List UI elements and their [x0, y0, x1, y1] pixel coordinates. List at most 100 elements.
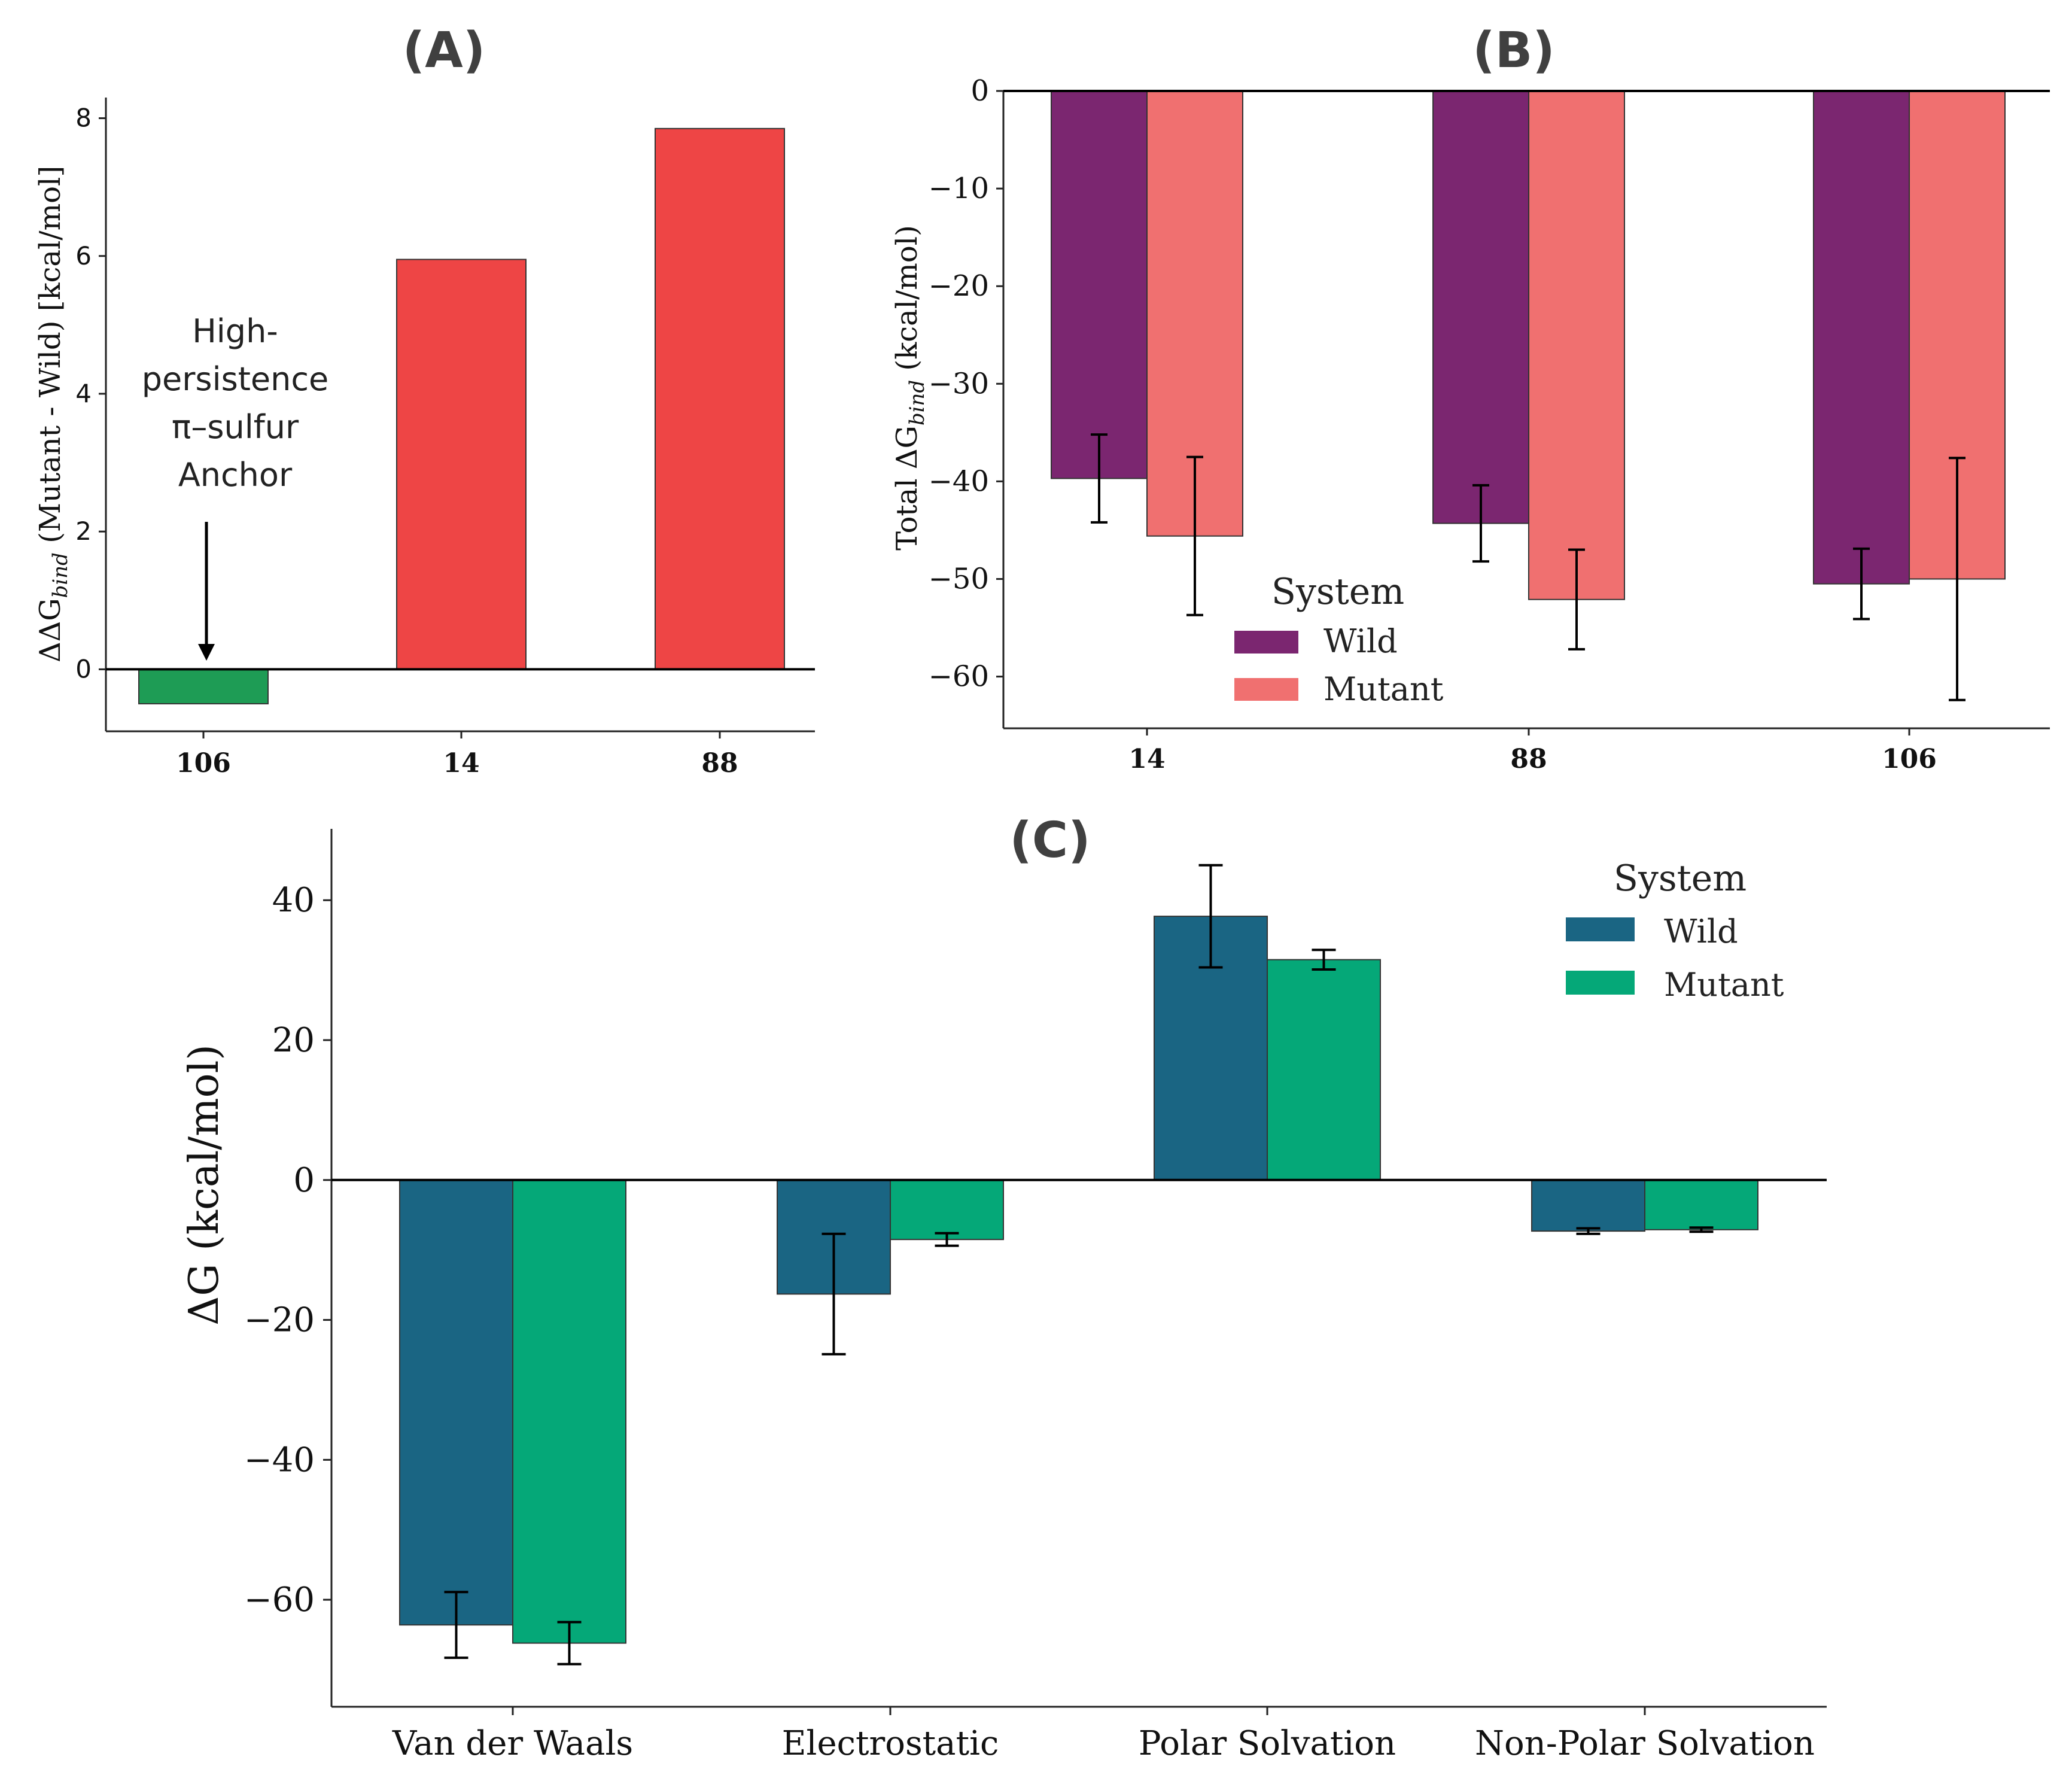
panel-b-error-bar: [1853, 547, 1870, 621]
panel-b-y-tick-label: −10: [929, 172, 989, 205]
panel-a-annotation: High- persistence π–sulfur Anchor: [142, 312, 329, 661]
panel-b-y-label-sub: bind: [905, 380, 929, 425]
panel-b-error-bar: [1568, 548, 1585, 651]
panel-a-bar-106: [138, 668, 269, 704]
panel-a-bars: [138, 127, 785, 704]
panel-c-bar-mutant-0: [512, 1179, 626, 1644]
panel-b-x-tick-label: 14: [1128, 744, 1165, 774]
panel-b-bar-wild-106: [1813, 90, 1910, 585]
panel-a-y-label-sub: bind: [48, 552, 72, 598]
panel-a-y-ticks: 0 2 4 6 8: [75, 104, 106, 683]
panel-a-title: (A): [403, 22, 485, 79]
panel-a-y-label-suffix: (Mutant - Wild) [kcal/mol]: [34, 166, 67, 552]
legend-label-wild: Wild: [1664, 913, 1738, 950]
panel-a-bar-14: [396, 259, 527, 670]
panel-c-error-bar: [1198, 864, 1223, 969]
legend-swatch-mutant: [1566, 971, 1635, 995]
panel-a-y-tick-label: 0: [75, 654, 92, 683]
panel-a-x-tick-label: 14: [443, 748, 479, 779]
panel-b-title: (B): [1472, 22, 1554, 79]
panel-c-x-tick-label: Van der Waals: [392, 1724, 633, 1763]
panel-a-y-tick-label: 2: [75, 516, 92, 546]
panel-b-x-tick-label: 106: [1882, 744, 1937, 774]
annotation-line-3: π–sulfur: [172, 408, 299, 446]
panel-b-y-label-prefix: Total ΔG: [890, 425, 924, 551]
panel-b-error-bar: [1472, 484, 1489, 563]
panel-c-error-bars: [444, 864, 1714, 1665]
panel-c-y-ticks: 40 20 0 −20 −40 −60: [244, 881, 331, 1619]
panel-c-y-tick-label: −20: [244, 1301, 315, 1340]
panel-a-y-tick-label: 4: [75, 379, 92, 408]
panel-b-error-bar: [1949, 457, 1965, 701]
panel-c-x-ticks: Van der Waals Electrostatic Polar Solvatio…: [392, 1707, 1815, 1763]
legend-label-wild: Wild: [1323, 622, 1398, 660]
panel-c-x-tick-label: Polar Solvation: [1139, 1724, 1396, 1763]
panel-a-y-label: ΔΔGbind (Mutant - Wild) [kcal/mol]: [34, 166, 72, 662]
panel-b-y-tick-label: −60: [929, 660, 989, 694]
panel-b-y-label-suffix: (kcal/mol): [890, 225, 924, 380]
panel-c-error-bar: [822, 1232, 846, 1355]
panel-c-legend: System Wild Mutant: [1566, 858, 1784, 1004]
legend-label-mutant: Mutant: [1323, 670, 1444, 708]
panel-c-y-tick-label: 0: [293, 1161, 315, 1200]
panel-c-y-tick-label: 40: [272, 881, 315, 920]
legend-swatch-mutant: [1234, 678, 1298, 701]
panel-b-error-bar: [1186, 455, 1203, 616]
panel-c: (C) 40 20 0 −20 −40 −60 Van der Waals Electros…: [181, 812, 1827, 1763]
annotation-arrow-head: [198, 644, 215, 661]
panel-b-y-ticks: 0 −10 −20 −30 −40 −50 −60: [929, 74, 1003, 694]
panel-a-x-tick-label: 88: [701, 748, 738, 779]
panel-c-bar-wild-0: [399, 1179, 513, 1626]
panel-c-error-bar: [1689, 1226, 1714, 1233]
panel-c-y-label: ΔG (kcal/mol): [181, 1044, 228, 1326]
panel-b-x-ticks: 14 88 106: [1128, 728, 1937, 774]
panel-c-error-bar: [935, 1232, 959, 1247]
panel-c-bar-mutant-1: [890, 1179, 1004, 1241]
panel-c-bars: [399, 916, 1758, 1644]
legend-label-mutant: Mutant: [1664, 966, 1784, 1004]
panel-c-x-tick-label: Electrostatic: [782, 1724, 999, 1763]
panel-c-y-tick-label: −40: [244, 1440, 315, 1479]
panel-b-bar-mutant-14: [1146, 90, 1243, 537]
annotation-line-1: High-: [192, 312, 278, 350]
panel-a-y-tick-label: 6: [75, 241, 92, 270]
panel-c-error-bar: [557, 1621, 582, 1665]
panel-b-x-tick-label: 88: [1510, 744, 1547, 774]
panel-a-y-label-prefix: ΔΔG: [34, 598, 67, 662]
panel-a-bar-88: [655, 127, 785, 670]
panel-c-y-tick-label: 20: [272, 1021, 315, 1060]
panel-c-error-bar: [1312, 949, 1336, 971]
panel-c-error-bar: [1576, 1227, 1601, 1235]
panel-b-y-tick-label: −40: [929, 464, 989, 498]
panel-a-x-ticks: 106 14 88: [176, 731, 738, 779]
legend-swatch-wild: [1234, 631, 1298, 654]
panel-b-bar-mutant-88: [1528, 90, 1625, 600]
panel-a-y-tick-label: 8: [75, 104, 92, 133]
panel-b-legend-title: System: [1271, 571, 1404, 613]
legend-swatch-wild: [1566, 917, 1635, 941]
panel-b-y-tick-label: −20: [929, 269, 989, 303]
panel-b-legend: System Wild Mutant: [1234, 571, 1444, 708]
annotation-line-4: Anchor: [178, 456, 293, 494]
panel-c-x-tick-label: Non-Polar Solvation: [1475, 1724, 1815, 1763]
panel-c-bar-mutant-3: [1644, 1179, 1758, 1230]
panel-b-error-bar: [1091, 433, 1107, 524]
panel-a-x-tick-label: 106: [176, 748, 231, 779]
panel-b-y-tick-label: −30: [929, 367, 989, 400]
panel-b-error-bars: [1091, 433, 1965, 701]
panel-b-y-tick-label: −50: [929, 562, 989, 595]
panel-a: (A) 0 2 4 6 8 106 14 88 ΔΔGbind (Mutant - Wild…: [34, 22, 815, 779]
panel-c-legend-title: System: [1614, 858, 1747, 899]
panel-b-bar-wild-88: [1432, 90, 1529, 524]
panel-b: (B) 0 −10 −20 −30 −40 −50 −60 14 88 106 Total ΔG…: [890, 22, 2050, 774]
panel-c-title: (C): [1009, 812, 1090, 869]
panel-b-y-label: Total ΔGbind (kcal/mol): [890, 225, 929, 551]
annotation-line-2: persistence: [142, 360, 329, 398]
panel-b-bar-wild-14: [1051, 90, 1148, 479]
panel-c-error-bar: [444, 1591, 468, 1659]
panel-b-bars: [1051, 90, 2006, 600]
panel-c-bar-mutant-2: [1267, 959, 1381, 1181]
panel-c-y-tick-label: −60: [244, 1580, 315, 1619]
panel-c-bar-wild-3: [1531, 1179, 1645, 1232]
